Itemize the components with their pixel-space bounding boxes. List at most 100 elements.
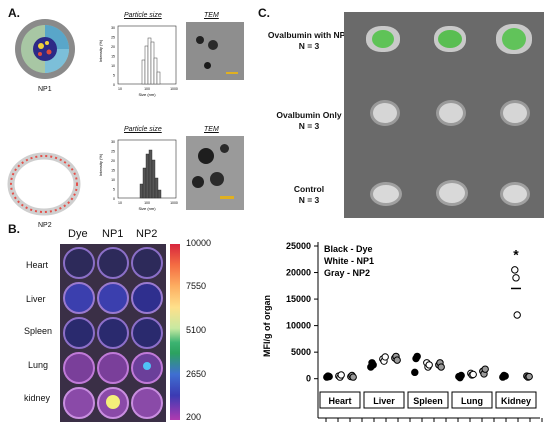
panel-c-label: C.	[258, 6, 270, 20]
colorbar-tick: 5100	[186, 325, 207, 335]
np1-ytick: 5	[113, 74, 115, 78]
group-n: N = 3	[298, 41, 320, 51]
y-axis-label: MFI/g of organ	[262, 295, 272, 357]
np2-tem-title: TEM	[204, 126, 219, 133]
group-n: N = 3	[298, 121, 320, 131]
category-box	[451, 391, 493, 409]
data-point-dye	[501, 372, 509, 380]
np2-tem-image	[186, 136, 244, 210]
category-label: Spleen	[413, 396, 443, 406]
np2-xtick: 10	[118, 201, 122, 205]
np1-name: NP1	[38, 86, 52, 93]
group-label-with-nps: Ovalbumin with NPs N = 3	[258, 30, 360, 52]
y-tick-label: 5000	[291, 347, 311, 357]
data-point-np1	[512, 274, 520, 282]
data-point-dye	[457, 371, 465, 380]
np1-tem-title: TEM	[204, 12, 219, 19]
category-box	[363, 391, 405, 409]
kidney-pair	[500, 100, 530, 126]
category-label: Lung	[461, 396, 483, 406]
data-point-np2	[437, 363, 445, 371]
colorbar-tick: 2650	[186, 369, 207, 379]
kidney-imaging-photo	[344, 12, 544, 218]
category-label: Kidney	[501, 396, 531, 406]
group-label-control: Control N = 3	[258, 184, 360, 206]
np1-ytick: 0	[113, 83, 115, 87]
np2-ytick: 10	[111, 178, 115, 182]
col-header-dye: Dye	[68, 228, 88, 240]
group-name: Ovalbumin with NPs	[267, 30, 351, 40]
panel-a-label: A.	[8, 6, 20, 20]
data-point-dye	[413, 352, 421, 361]
np2-ytick: 20	[111, 159, 115, 163]
group-label-only: Ovalbumin Only N = 3	[258, 110, 360, 132]
np1-xtick: 10	[118, 87, 122, 91]
organ-imaging-grid	[60, 244, 166, 422]
data-point-np1	[513, 311, 521, 319]
data-point-np2	[525, 372, 533, 381]
col-header-np2: NP2	[136, 228, 158, 240]
data-point-np2	[393, 356, 401, 364]
colorbar-tick: 200	[186, 412, 202, 422]
group-n: N = 3	[298, 195, 320, 205]
mfi-scatter-chart: MFI/g of organ 25000 20000 15000 10000 5000 0…	[262, 241, 543, 422]
group-name: Ovalbumin Only	[276, 110, 342, 120]
np2-ytick: 0	[113, 197, 115, 201]
np2-scale-bar	[220, 196, 234, 199]
data-point-np2	[481, 365, 489, 373]
kidney-pair	[500, 182, 530, 206]
panel-b-label: B.	[8, 222, 20, 236]
category-box	[319, 391, 361, 409]
data-point-np1	[425, 361, 433, 369]
np1-tem-image	[186, 22, 244, 80]
group-name: Control	[293, 184, 325, 194]
np1-xtick: 100	[144, 87, 150, 91]
np1-ytick: 25	[111, 36, 115, 40]
colorbar-tick: 7550	[186, 281, 207, 291]
data-point-np1	[469, 370, 477, 379]
data-point-dye	[325, 372, 333, 381]
np2-ytick: 15	[111, 169, 115, 173]
intensity-colorbar	[170, 244, 180, 420]
col-header-np1: NP1	[102, 228, 124, 240]
kidney-pair	[370, 182, 402, 206]
row-label-kidney: kidney	[24, 393, 51, 403]
row-label-heart: Heart	[26, 260, 49, 270]
category-label: Liver	[373, 396, 395, 406]
np2-xtick: 100	[144, 201, 150, 205]
np2-xtick: 1000	[170, 201, 178, 205]
np2-name: NP2	[38, 222, 52, 229]
legend-entry: Gray - NP2	[324, 268, 370, 278]
category-box	[495, 391, 537, 409]
np1-ytick: 30	[111, 26, 115, 30]
np2-psize-title: Particle size	[124, 126, 162, 133]
y-tick-label: 25000	[286, 241, 311, 251]
kidney-pair	[436, 100, 466, 126]
data-point-dye	[369, 361, 377, 369]
np1-scale-bar	[226, 72, 238, 74]
data-point-dye	[411, 368, 419, 377]
np1-ytick: 15	[111, 55, 115, 59]
data-point-np1	[381, 353, 389, 361]
np1-xlabel: Size (nm)	[138, 92, 156, 97]
category-label: Heart	[328, 396, 351, 406]
y-tick-label: 15000	[286, 294, 311, 304]
kidney-pair	[436, 180, 468, 206]
data-point-np2	[349, 373, 357, 381]
row-label-lung: Lung	[28, 360, 49, 370]
colorbar-tick: 10000	[186, 238, 212, 248]
np1-xtick: 1000	[170, 87, 178, 91]
np1-schematic	[15, 19, 75, 79]
np1-ytick: 10	[111, 64, 115, 68]
np1-psize-chart: Intensity (%) 30 25 20 15 10 5 0 10 100 …	[98, 25, 178, 97]
np2-xlabel: Size (nm)	[138, 206, 156, 211]
y-tick-label: 10000	[286, 321, 311, 331]
row-label-spleen: Spleen	[24, 326, 53, 336]
np1-ytick: 20	[111, 45, 115, 49]
np2-ytick: 5	[113, 188, 115, 192]
np2-ylabel: Intensity (%)	[98, 153, 103, 176]
row-label-liver: Liver	[26, 294, 46, 304]
legend-entry: Black - Dye	[324, 244, 373, 254]
np1-ylabel: Intensity (%)	[98, 39, 103, 62]
y-tick-label: 0	[306, 374, 311, 384]
